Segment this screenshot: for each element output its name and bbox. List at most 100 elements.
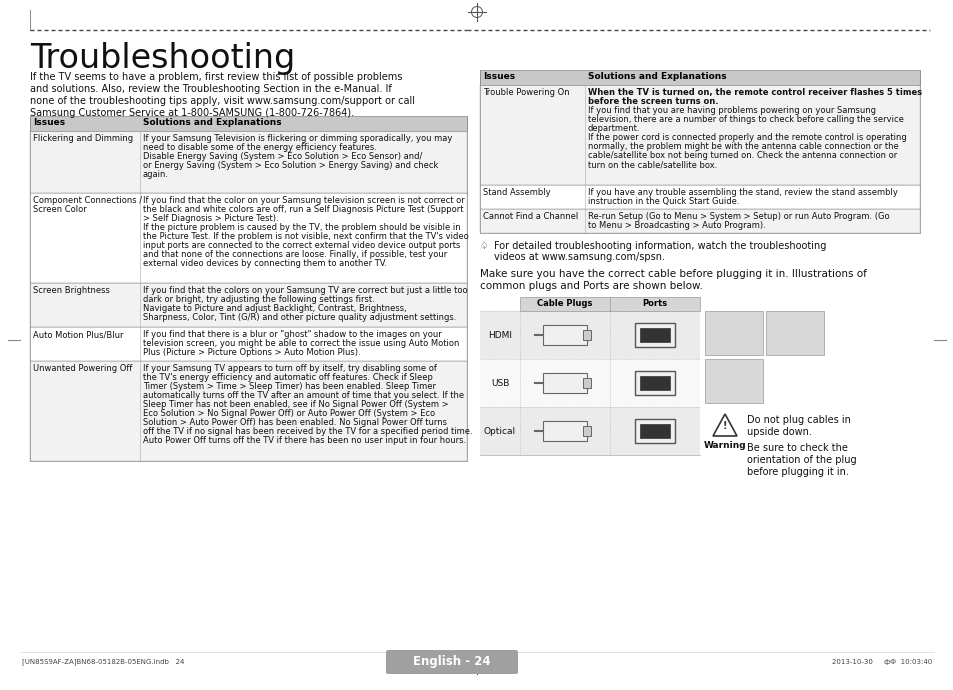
Text: > Self Diagnosis > Picture Test).: > Self Diagnosis > Picture Test). [143,214,278,223]
Bar [30,283,467,327]
Text: department.: department. [587,124,639,133]
Text: If you have any trouble assembling the stand, review the stand assembly: If you have any trouble assembling the s… [587,188,897,197]
Bar [542,421,586,441]
Bar [30,193,467,283]
Text: Navigate to Picture and adjust Backlight, Contrast, Brightness,: Navigate to Picture and adjust Backlight… [143,304,406,313]
Bar [30,131,467,193]
Text: before plugging it in.: before plugging it in. [746,467,848,477]
Text: Screen Color: Screen Color [33,205,87,214]
Text: [UN85S9AF-ZA]BN68-05182B-05ENG.indb   24: [UN85S9AF-ZA]BN68-05182B-05ENG.indb 24 [22,659,184,665]
Text: ♤: ♤ [479,241,488,251]
Text: Eco Solution > No Signal Power Off) or Auto Power Off (System > Eco: Eco Solution > No Signal Power Off) or A… [143,409,435,418]
Text: Cannot Find a Channel: Cannot Find a Channel [482,212,578,221]
Bar [704,359,762,403]
Bar [639,328,669,342]
Text: input ports are connected to the correct external video device output ports: input ports are connected to the correct… [143,241,460,250]
Text: upside down.: upside down. [746,427,811,437]
Text: Trouble Powering On: Trouble Powering On [482,88,569,97]
Text: external video devices by connecting them to another TV.: external video devices by connecting the… [143,259,387,268]
Text: Warning: Warning [703,441,745,450]
Text: Flickering and Dimming: Flickering and Dimming [33,134,133,143]
Bar [479,70,919,85]
Bar [479,407,700,455]
Text: 2013-10-30     фФ  10:03:40: 2013-10-30 фФ 10:03:40 [831,659,931,665]
Text: If your Samsung Television is flickering or dimming sporadically, you may: If your Samsung Television is flickering… [143,134,452,143]
Text: television, there are a number of things to check before calling the service: television, there are a number of things… [587,115,902,124]
Bar [542,325,586,345]
Text: Timer (System > Time > Sleep Timer) has been enabled. Sleep Timer: Timer (System > Time > Sleep Timer) has … [143,382,436,391]
Text: orientation of the plug: orientation of the plug [746,455,856,465]
Text: videos at www.samsung.com/spsn.: videos at www.samsung.com/spsn. [494,252,664,262]
Bar [582,426,590,436]
Text: Solutions and Explanations: Solutions and Explanations [587,72,726,81]
Text: and that none of the connections are loose. Finally, if possible, test your: and that none of the connections are loo… [143,250,447,259]
Bar [635,323,675,347]
Text: Optical: Optical [483,426,516,435]
Text: !: ! [722,421,726,431]
Text: Troubleshooting: Troubleshooting [30,42,294,75]
Text: Ports: Ports [641,299,667,308]
Text: off the TV if no signal has been received by the TV for a specified period time.: off the TV if no signal has been receive… [143,427,472,436]
Text: the TV's energy efficiency and automatic off features. Check if Sleep: the TV's energy efficiency and automatic… [143,373,433,382]
Bar [639,376,669,390]
Text: HDMI: HDMI [488,331,512,339]
Text: Cable Plugs: Cable Plugs [537,299,592,308]
Text: USB: USB [490,379,509,388]
Bar [479,311,700,359]
Bar [542,373,586,393]
Text: instruction in the Quick Start Guide.: instruction in the Quick Start Guide. [587,197,739,206]
Text: If you find that the colors on your Samsung TV are correct but just a little too: If you find that the colors on your Sams… [143,286,467,295]
Text: English - 24: English - 24 [413,656,490,669]
Text: Issues: Issues [482,72,515,81]
Text: and solutions. Also, review the Troubleshooting Section in the e-Manual. If: and solutions. Also, review the Troubles… [30,84,392,94]
Bar [479,185,919,209]
Text: If you find that there is a blur or "ghost" shadow to the images on your: If you find that there is a blur or "gho… [143,330,441,339]
Bar [479,209,919,233]
Text: common plugs and Ports are shown below.: common plugs and Ports are shown below. [479,281,702,291]
Text: turn on the cable/satellite box.: turn on the cable/satellite box. [587,160,717,169]
Text: none of the troubleshooting tips apply, visit www.samsung.com/support or call: none of the troubleshooting tips apply, … [30,96,415,106]
Bar [30,327,467,361]
Text: If your Samsung TV appears to turn off by itself, try disabling some of: If your Samsung TV appears to turn off b… [143,364,436,373]
Text: Issues: Issues [33,118,65,127]
Bar [765,311,823,355]
Text: again.: again. [143,170,169,179]
FancyBboxPatch shape [386,650,517,674]
Text: Make sure you have the correct cable before plugging it in. Illustrations of: Make sure you have the correct cable bef… [479,269,866,279]
Text: Do not plug cables in: Do not plug cables in [746,415,850,425]
Text: automatically turns off the TV after an amount of time that you select. If the: automatically turns off the TV after an … [143,391,464,400]
Text: Auto Power Off turns off the TV if there has been no user input in four hours.: Auto Power Off turns off the TV if there… [143,436,466,445]
Text: to Menu > Broadcasting > Auto Program).: to Menu > Broadcasting > Auto Program). [587,221,765,230]
Text: Be sure to check the: Be sure to check the [746,443,847,453]
Bar [635,371,675,395]
Text: or Energy Saving (System > Eco Solution > Energy Saving) and check: or Energy Saving (System > Eco Solution … [143,161,438,170]
Bar [582,330,590,340]
Text: need to disable some of the energy efficiency features.: need to disable some of the energy effic… [143,143,376,152]
Bar [639,424,669,438]
Bar [30,116,467,131]
Text: Unwanted Powering Off: Unwanted Powering Off [33,364,132,373]
Bar [635,419,675,443]
Text: Component Connections /: Component Connections / [33,196,142,205]
Text: Re-run Setup (Go to Menu > System > Setup) or run Auto Program. (Go: Re-run Setup (Go to Menu > System > Setu… [587,212,889,221]
Text: Solutions and Explanations: Solutions and Explanations [143,118,281,127]
Text: Sleep Timer has not been enabled, see if No Signal Power Off (System >: Sleep Timer has not been enabled, see if… [143,400,448,409]
Polygon shape [712,414,737,436]
Text: dark or bright, try adjusting the following settings first.: dark or bright, try adjusting the follow… [143,295,375,304]
Text: When the TV is turned on, the remote control receiver flashes 5 times: When the TV is turned on, the remote con… [587,88,922,97]
Text: Solution > Auto Power Off) has been enabled. No Signal Power Off turns: Solution > Auto Power Off) has been enab… [143,418,447,427]
Text: Screen Brightness: Screen Brightness [33,286,110,295]
Bar [519,297,700,311]
Text: If the picture problem is caused by the TV, the problem should be visible in: If the picture problem is caused by the … [143,223,460,232]
Bar [30,361,467,461]
Text: For detailed troubleshooting information, watch the troubleshooting: For detailed troubleshooting information… [494,241,825,251]
Text: Sharpness, Color, Tint (G/R) and other picture quality adjustment settings.: Sharpness, Color, Tint (G/R) and other p… [143,313,456,322]
Text: Auto Motion Plus/Blur: Auto Motion Plus/Blur [33,330,123,339]
Bar [582,378,590,388]
Bar [704,311,762,355]
Text: If the power cord is connected properly and the remote control is operating: If the power cord is connected properly … [587,133,905,142]
Text: before the screen turns on.: before the screen turns on. [587,97,718,106]
Text: television screen, you might be able to correct the issue using Auto Motion: television screen, you might be able to … [143,339,459,348]
Bar [479,359,700,407]
Text: Disable Energy Saving (System > Eco Solution > Eco Sensor) and/: Disable Energy Saving (System > Eco Solu… [143,152,422,161]
